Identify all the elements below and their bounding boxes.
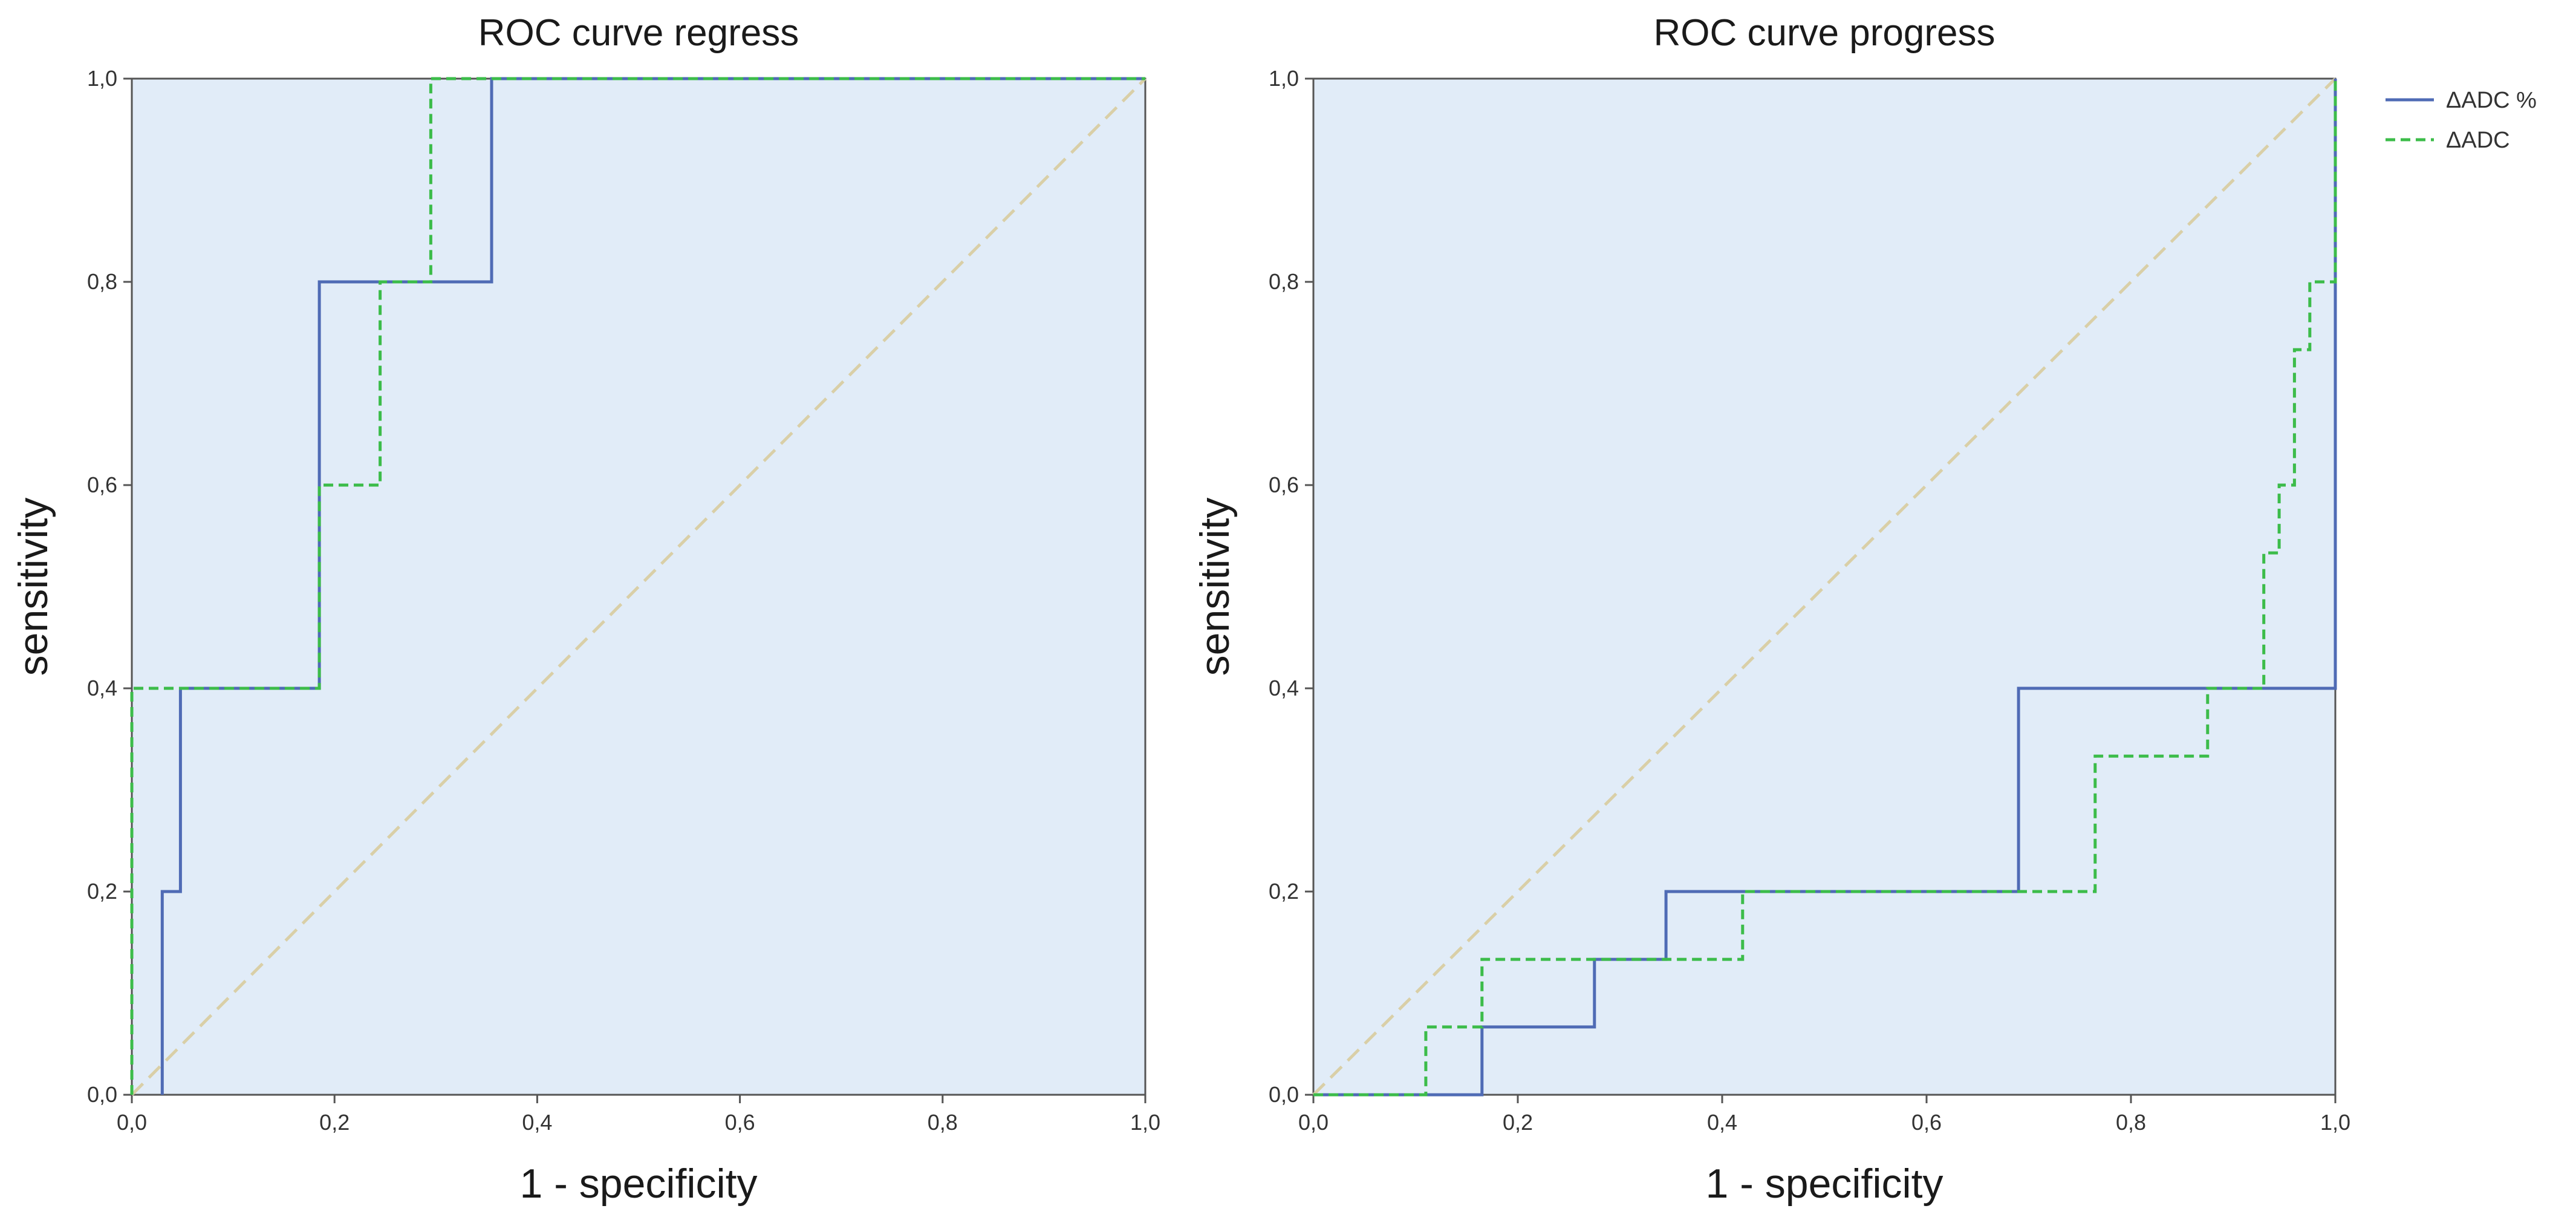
chart-panel-1: ROC curve regress 0,0 0,2 0,4 0,6 0,8 1,0 0,0 0,… [10, 12, 1160, 1207]
series-line-delta-adc [1313, 79, 2337, 1097]
reference-diagonal-line [1312, 77, 2337, 1096]
y-tick-label: 0,8 [87, 269, 117, 294]
y-axis-title: sensitivity [1192, 498, 1238, 676]
legend-label: ΔADC % [2446, 88, 2537, 113]
y-tick-label: 0,4 [87, 676, 117, 700]
x-axis-title: 1 - specificity [520, 1161, 758, 1207]
x-tick-label: 0,4 [1707, 1110, 1737, 1135]
x-tick-label: 0,8 [2116, 1110, 2146, 1135]
reference-diagonal-line [131, 77, 1147, 1096]
y-tick-label: 0,2 [1269, 879, 1299, 904]
y-tick-label: 0,8 [1269, 269, 1299, 294]
x-tick-label: 0,4 [522, 1110, 552, 1135]
legend-label: ΔADC [2446, 128, 2510, 153]
x-tick-label: 0,2 [319, 1110, 350, 1135]
x-tick-label: 0,6 [1911, 1110, 1942, 1135]
y-tick-label: 1,0 [1269, 66, 1299, 91]
y-tick-label: 0,6 [87, 472, 117, 497]
x-tick-label: 1,0 [1130, 1110, 1160, 1135]
y-tick-label: 0,0 [1269, 1082, 1299, 1107]
x-tick-label: 0,0 [117, 1110, 147, 1135]
legend: ΔADC % ΔADC [2386, 88, 2537, 153]
y-tick-label: 0,6 [1269, 472, 1299, 497]
y-tick-label: 0,4 [1269, 676, 1299, 700]
y-tick-label: 0,0 [87, 1082, 117, 1107]
x-tick-label: 0,2 [1503, 1110, 1533, 1135]
chart-panel-2: ROC curve progress 0,0 0,2 0,4 0,6 0,8 1,0 0,0 0… [1192, 12, 2537, 1207]
y-axis-title: sensitivity [10, 498, 56, 676]
y-tick-label: 1,0 [87, 66, 117, 91]
chart-title: ROC curve regress [478, 12, 799, 54]
x-tick-label: 0,0 [1298, 1110, 1329, 1135]
x-tick-label: 1,0 [2320, 1110, 2350, 1135]
y-tick-label: 0,2 [87, 879, 117, 904]
chart-title: ROC curve progress [1653, 12, 1995, 54]
x-tick-label: 0,6 [725, 1110, 755, 1135]
x-tick-label: 0,8 [928, 1110, 958, 1135]
series-line-delta-adc [130, 77, 1145, 1095]
x-axis-title: 1 - specificity [1706, 1161, 1943, 1207]
